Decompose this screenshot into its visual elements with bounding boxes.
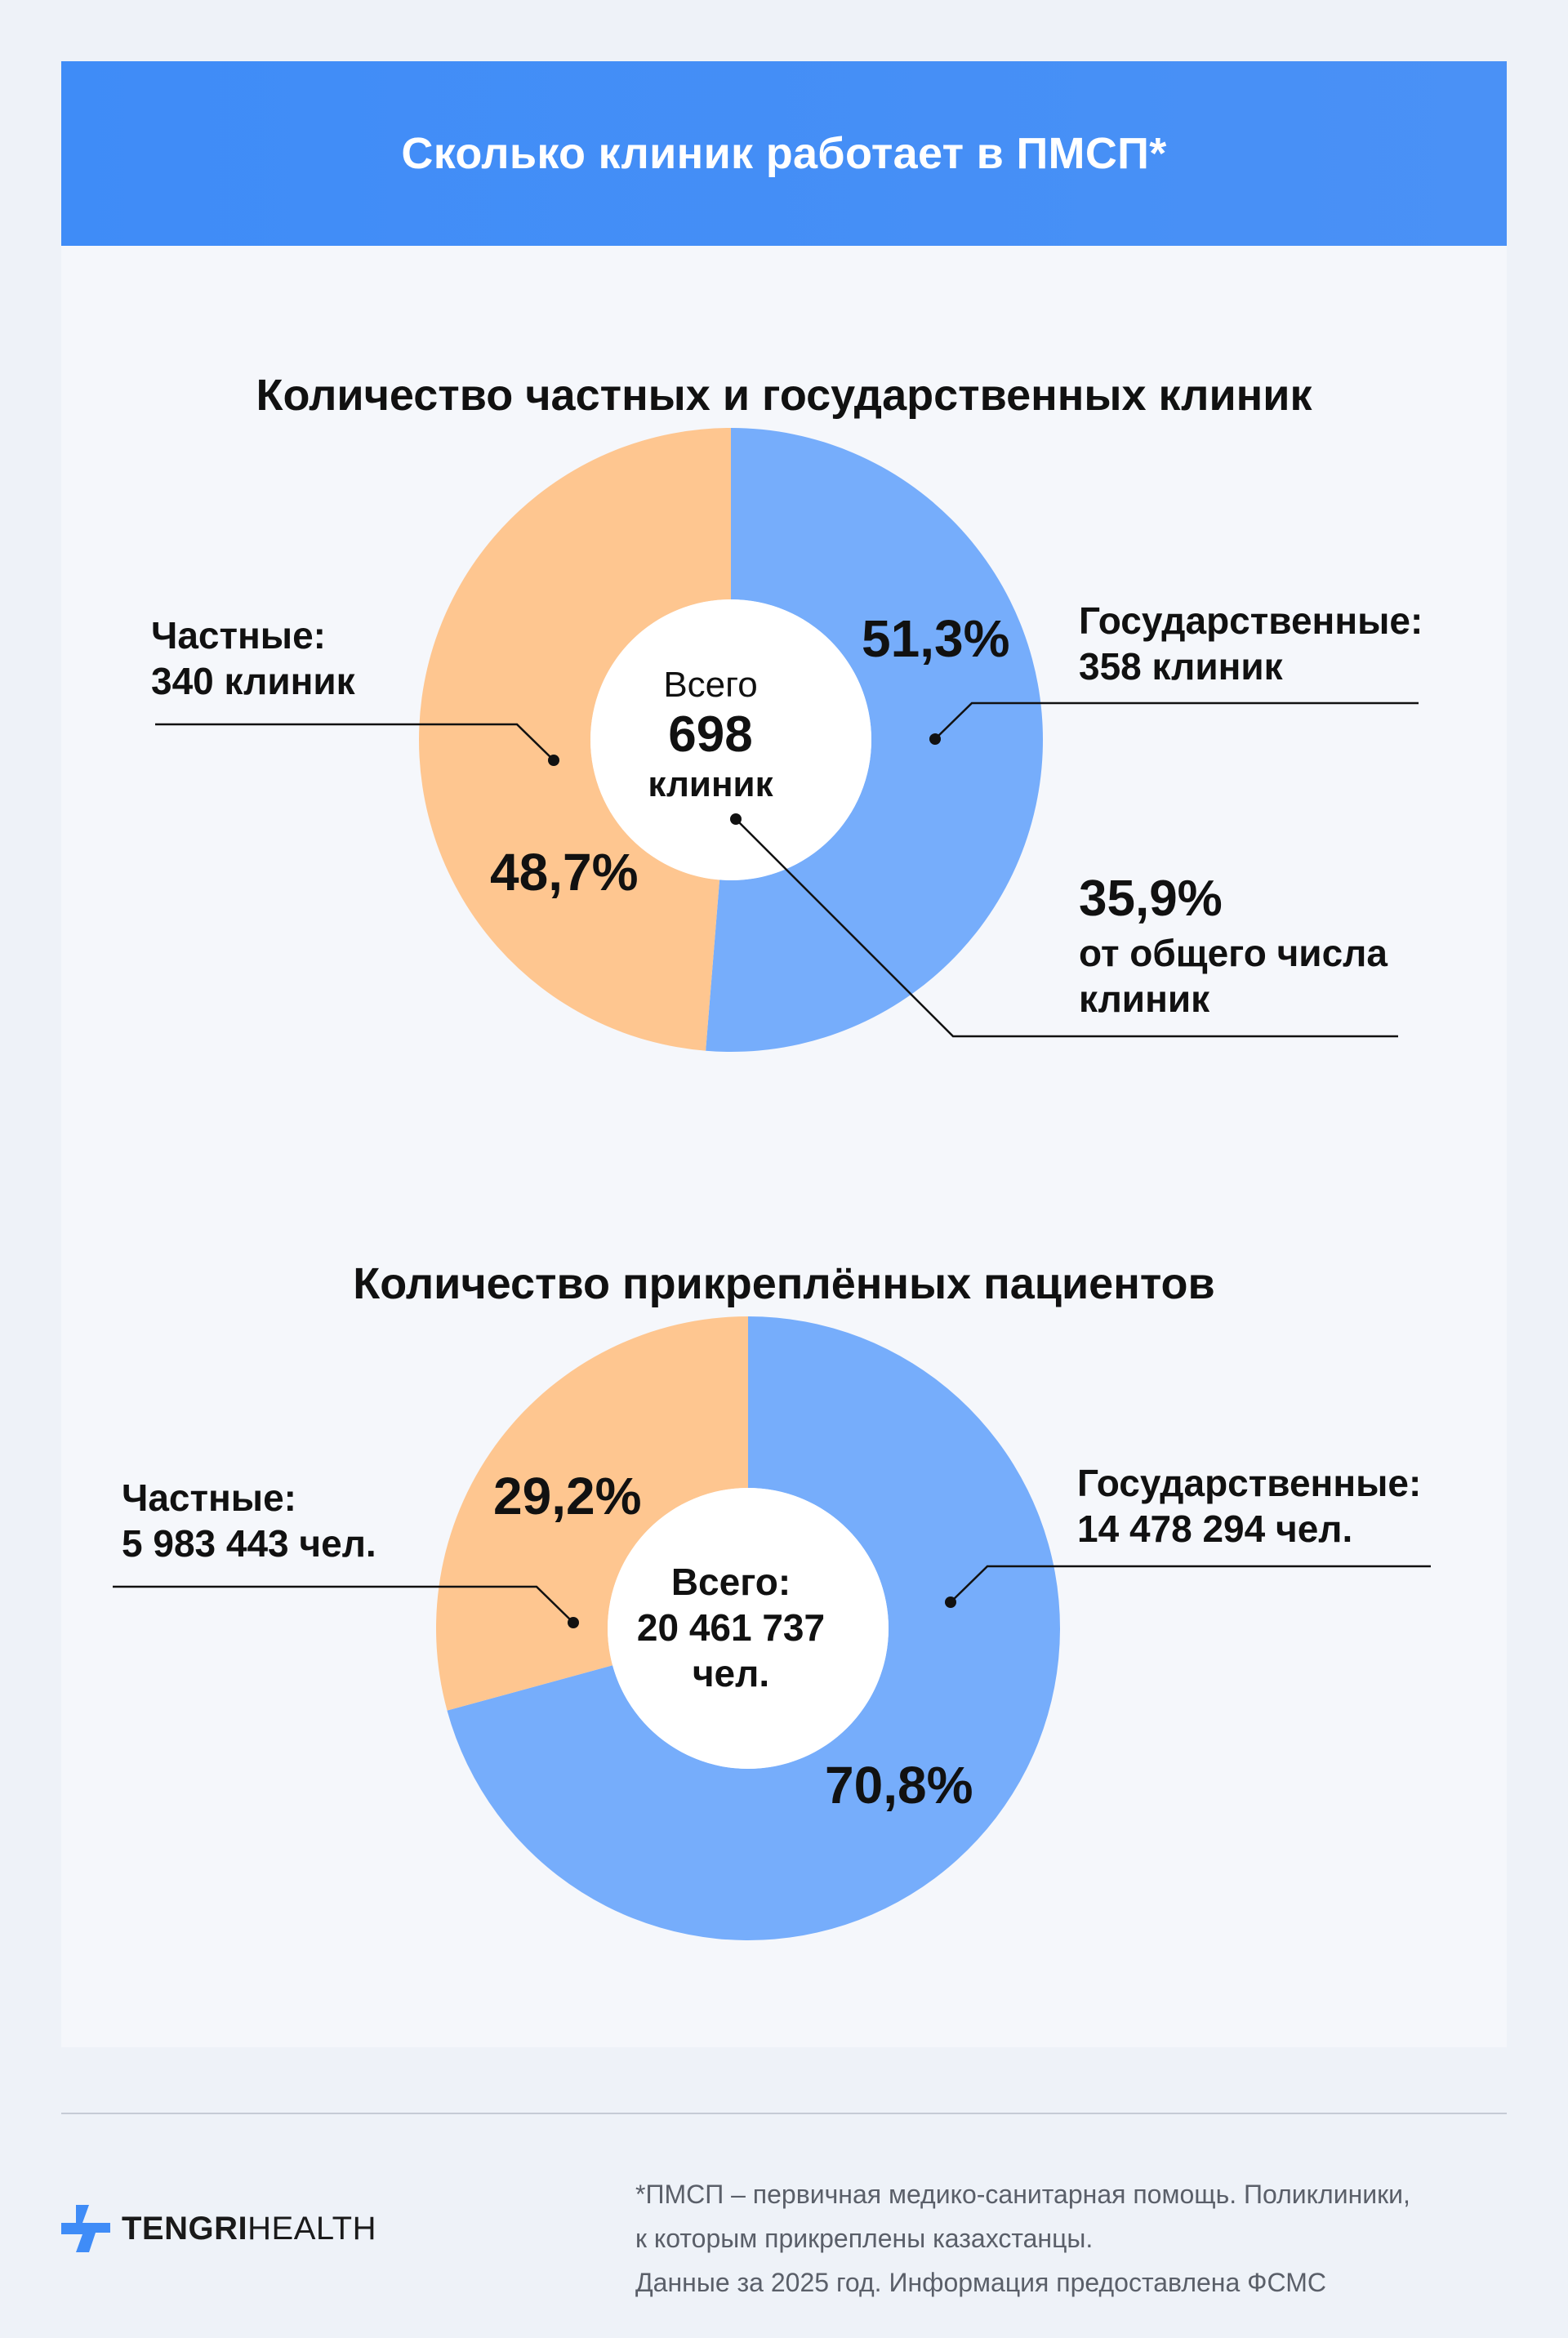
- brand-name: TENGRIHEALTH: [122, 2210, 376, 2247]
- chart1-private-percent: 48,7%: [490, 843, 639, 902]
- chart2-private-dot: [568, 1617, 579, 1628]
- charts-canvas: [113, 428, 1431, 1940]
- chart2-gov-label: Государственные: 14 478 294 чел.: [1077, 1462, 1422, 1550]
- chart1-donut-hole: [590, 599, 871, 880]
- chart2-slice-private: [436, 1316, 748, 1711]
- chart1-private-label: Частные: 340 клиник: [151, 614, 355, 702]
- chart1-title: Количество частных и государственных кли…: [256, 371, 1312, 420]
- chart2-gov-leader: [950, 1565, 1431, 1603]
- chart2-private-label: Частные: 5 983 443 чел.: [122, 1476, 376, 1565]
- chart1-private-dot: [548, 755, 559, 766]
- page-title: Сколько клиник работает в ПМСП*: [401, 129, 1167, 178]
- chart2-donut: [436, 1316, 1061, 1940]
- chart2-private-leader: [113, 1585, 574, 1623]
- chart1-gov-percent: 51,3%: [862, 609, 1010, 668]
- chart1-gov-leader: [934, 701, 1419, 740]
- chart2-gov-dot: [945, 1597, 956, 1608]
- chart1-total-dot: [730, 813, 742, 825]
- footer-divider: [61, 2113, 1507, 2114]
- chart2-donut-hole: [608, 1488, 889, 1769]
- chart1-gov-label: Государственные: 358 клиник: [1079, 599, 1423, 688]
- chart2-leader-lines: [113, 1565, 1431, 1623]
- chart1-donut: [419, 428, 1043, 1052]
- chart1-private-leader: [155, 723, 555, 761]
- chart2-private-percent: 29,2%: [493, 1467, 642, 1525]
- cross-logo-icon: [61, 2205, 110, 2252]
- chart1-share-annotation: 35,9% от общего числа клиник: [1079, 871, 1388, 1020]
- chart2-title: Количество прикреплённых пациентов: [353, 1259, 1215, 1308]
- chart1-slice-private: [419, 428, 731, 1051]
- chart2-slice-government: [447, 1316, 1061, 1940]
- chart1-slice-government: [706, 428, 1043, 1052]
- infographic-card: Сколько клиник работает в ПМСП* Количест…: [61, 61, 1507, 2047]
- brand-logo: TENGRIHEALTH: [61, 2205, 376, 2252]
- header-banner: Сколько клиник работает в ПМСП*: [61, 61, 1507, 246]
- chart2-gov-percent: 70,8%: [825, 1756, 973, 1815]
- chart1-center-total: Всего 698 клиник: [648, 665, 773, 804]
- chart1-total-leader: [735, 818, 1398, 1038]
- chart1-gov-dot: [929, 733, 941, 745]
- chart1-leader-lines: [155, 701, 1419, 1038]
- chart2-center-total: Всего: 20 461 737 чел.: [636, 1561, 826, 1694]
- footnote: *ПМСП – первичная медико-санитарная помо…: [635, 2180, 1410, 2297]
